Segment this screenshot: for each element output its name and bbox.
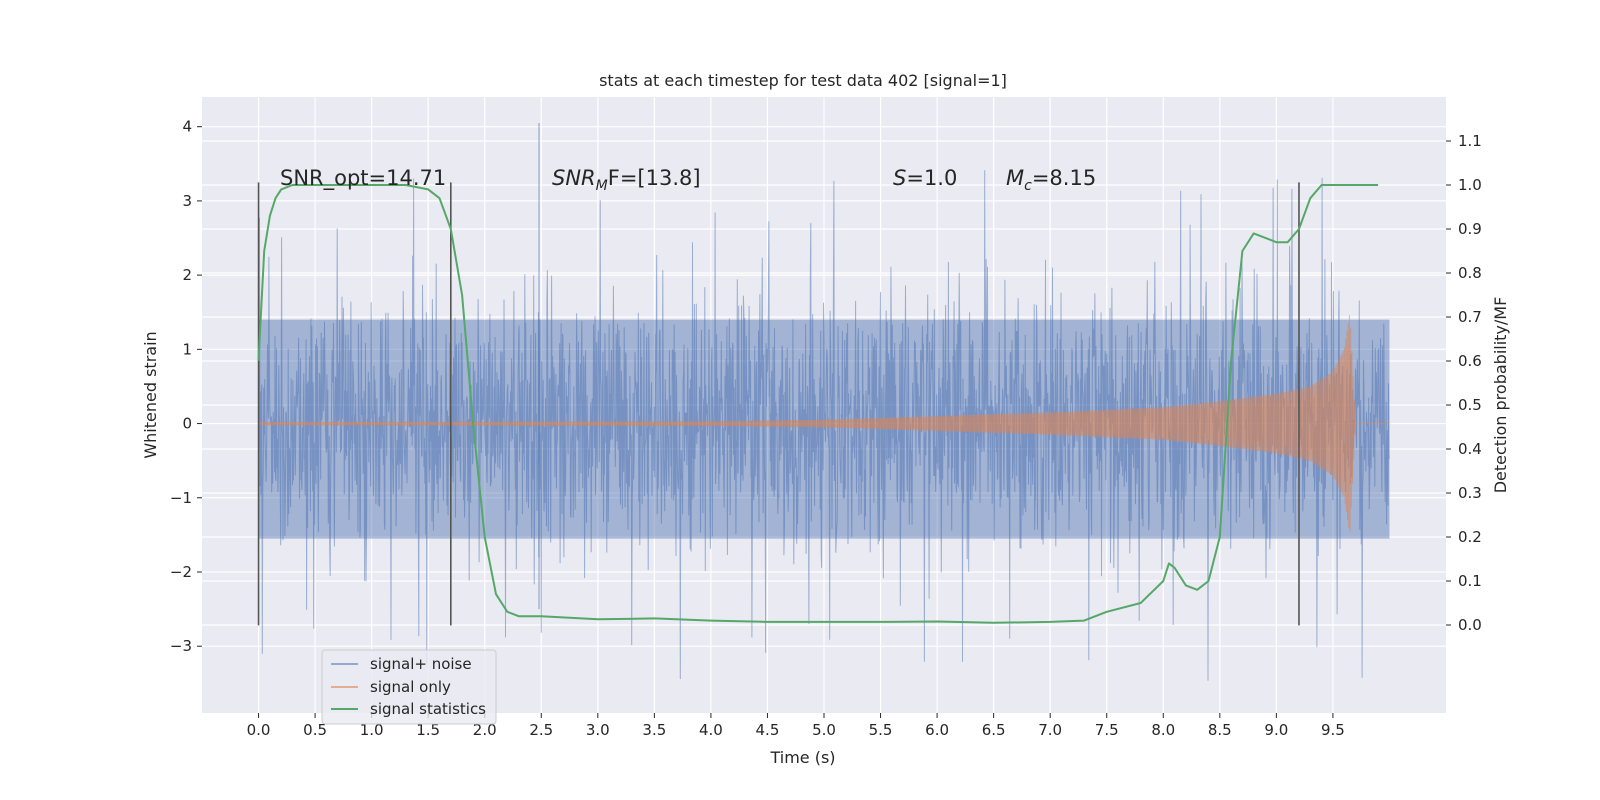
y-right-tick-label: 1.0 — [1458, 176, 1482, 194]
y-tick-label: 4 — [182, 118, 192, 136]
legend-label-signal-noise: signal+ noise — [370, 655, 472, 673]
annotation-s: S=1.0 — [893, 166, 957, 190]
x-tick-label: 1.0 — [360, 721, 384, 739]
x-tick-label: 4.0 — [699, 721, 723, 739]
x-tick-label: 8.0 — [1151, 721, 1175, 739]
x-tick-label: 8.5 — [1208, 721, 1232, 739]
x-tick-label: 3.5 — [642, 721, 666, 739]
x-tick-label: 6.0 — [925, 721, 949, 739]
x-axis: 0.0 0.5 1.0 1.5 2.0 2.5 3.0 3.5 4.0 4.5 5.0 5.5 6.0 6… — [247, 713, 1345, 739]
y-axis-left: −3 −2 −1 0 1 2 3 4 — [170, 118, 202, 655]
y-right-tick-label: 0.6 — [1458, 352, 1482, 370]
y-tick-label: 0 — [182, 415, 192, 433]
vertical-markers — [257, 182, 1300, 626]
x-tick-label: 1.5 — [416, 721, 440, 739]
y-right-tick-label: 1.1 — [1458, 132, 1482, 150]
annotation-snr-opt: SNR_opt=14.71 — [280, 166, 446, 191]
signal-statistics-line — [257, 184, 1379, 624]
x-tick-label: 4.5 — [756, 721, 780, 739]
x-tick-label: 7.5 — [1095, 721, 1119, 739]
annotation-snr-mf-label: SNR — [552, 166, 596, 190]
annotation-s-label: S — [893, 166, 906, 190]
y-tick-label: −3 — [170, 637, 192, 655]
y-right-tick-label: 0.9 — [1458, 220, 1482, 238]
x-tick-label: 6.5 — [982, 721, 1006, 739]
x-tick-label: 2.0 — [473, 721, 497, 739]
y-right-tick-label: 0.8 — [1458, 264, 1482, 282]
legend: signal+ noise signal only signal statist… — [321, 649, 497, 725]
y-axis-right-label: Detection probability/MF — [1491, 297, 1510, 494]
annotations: SNR_opt=14.71 SNRMF=[13.8] S=1.0 Mc=8.15 — [280, 166, 1096, 194]
series-signal-only — [258, 315, 1390, 532]
x-tick-label: 9.0 — [1264, 721, 1288, 739]
chart-title: stats at each timestep for test data 402… — [599, 71, 1007, 90]
annotation-mc: Mc=8.15 — [1006, 166, 1096, 194]
signal-noise-line — [258, 170, 1390, 681]
x-tick-label: 3.0 — [586, 721, 610, 739]
annotation-s-value: =1.0 — [906, 166, 957, 190]
x-tick-label: 5.0 — [812, 721, 836, 739]
y-tick-label: −1 — [170, 489, 192, 507]
x-tick-label: 2.5 — [529, 721, 553, 739]
annotation-mc-label: M — [1006, 166, 1024, 190]
signal-only-line — [258, 315, 1390, 532]
y-tick-label: 1 — [182, 340, 192, 358]
x-tick-label: 0.5 — [303, 721, 327, 739]
y-right-tick-label: 0.1 — [1458, 572, 1482, 590]
y-right-tick-label: 0.4 — [1458, 440, 1482, 458]
annotation-mc-value: =8.15 — [1032, 166, 1096, 190]
y-tick-label: 3 — [182, 192, 192, 210]
legend-box — [321, 649, 497, 725]
x-tick-label: 7.0 — [1038, 721, 1062, 739]
annotation-snr-mf-sub: M — [596, 178, 608, 194]
annotation-snr-mf-rest: F=[13.8] — [608, 166, 701, 190]
annotation-mc-sub: c — [1024, 178, 1032, 194]
x-axis-label: Time (s) — [769, 748, 835, 767]
y-axis-label: Whitened strain — [141, 331, 160, 458]
series-signal-statistics — [257, 184, 1379, 624]
annotation-snr-mf: SNRMF=[13.8] — [552, 166, 701, 194]
y-right-tick-label: 0.3 — [1458, 484, 1482, 502]
y-axis-right: 0.0 0.1 0.2 0.3 0.4 0.5 0.6 0.7 0.8 0.9 1.0 1.1 — [1446, 132, 1482, 634]
y-tick-label: 2 — [182, 266, 192, 284]
y-tick-label: −2 — [170, 563, 192, 581]
y-right-tick-label: 0.2 — [1458, 528, 1482, 546]
y-right-tick-label: 0.5 — [1458, 396, 1482, 414]
legend-label-signal-statistics: signal statistics — [370, 700, 486, 718]
y-right-tick-label: 0.0 — [1458, 616, 1482, 634]
x-tick-label: 5.5 — [869, 721, 893, 739]
legend-label-signal-only: signal only — [370, 678, 451, 696]
x-tick-label: 0.0 — [247, 721, 271, 739]
y-right-tick-label: 0.7 — [1458, 308, 1482, 326]
x-tick-label: 9.5 — [1321, 721, 1345, 739]
